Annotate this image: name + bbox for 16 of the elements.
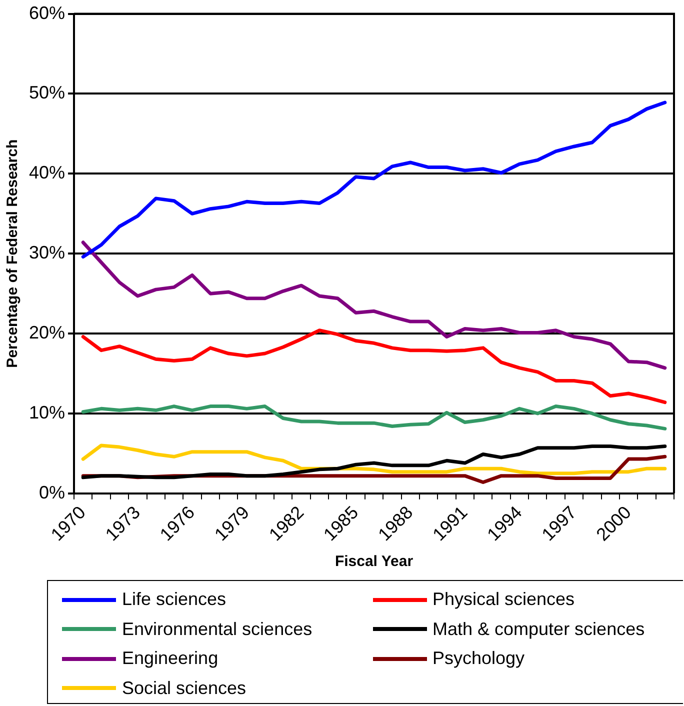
legend-label: Social sciences [122,678,246,698]
y-tick-label: 30% [28,242,66,263]
y-tick-label: 40% [28,162,66,183]
y-tick-label: 0% [39,482,66,502]
y-tick-label: 20% [28,322,66,343]
x-axis-title: Fiscal Year [334,553,414,570]
legend-label: Psychology [432,648,525,669]
legend-label: Life sciences [122,589,226,610]
legend-label: Physical sciences [432,589,575,610]
legend-label: Math & computer sciences [432,618,645,640]
legend-label: Environmental sciences [122,618,312,640]
legend-label: Engineering [122,648,218,669]
y-axis-title: Percentage of Federal Research [4,139,22,368]
y-tick-label: 60% [28,2,66,23]
y-tick-label: 10% [28,402,66,422]
y-tick-label: 50% [28,82,66,103]
